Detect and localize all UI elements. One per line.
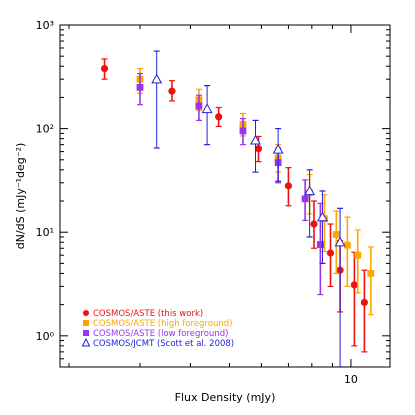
data-point [254,145,263,153]
x-tick-label: 10 [344,373,358,386]
y-tick-label: 10³ [36,19,54,32]
legend-marker [83,320,89,326]
data-point [343,241,351,249]
data-point [310,220,318,228]
data-point [316,241,324,248]
plot-layer [100,50,375,367]
legend: COSMOS/ASTE (this work)COSMOS/ASTE (high… [81,309,234,349]
data-point [168,87,176,95]
data-point [301,195,309,203]
y-tick-label: 10² [36,123,54,136]
data-point [350,281,358,289]
plot-frame [59,24,391,368]
legend-marker [83,310,89,316]
legend-label: COSMOS/ASTE (high foreground) [93,319,232,329]
data-point [326,249,335,257]
data-point [195,102,203,110]
legend-item: COSMOS/ASTE (this work) [83,309,203,319]
data-point [136,83,144,91]
data-point [367,270,375,277]
x-axis-title: Flux Density (mJy) [175,391,276,404]
legend-label: COSMOS/ASTE (low foreground) [93,329,228,339]
data-point [360,298,368,307]
legend-label: COSMOS/ASTE (this work) [93,309,203,319]
data-point [332,231,340,238]
data-point [239,127,247,135]
legend-marker [81,337,91,347]
axes-layer: 10⁰ 10¹ 10² 10³ 10 [36,19,391,386]
data-point [284,182,293,190]
legend-label: COSMOS/JCMT (Scott et al. 2008) [93,339,234,349]
series-3 [151,50,346,367]
data-point [272,143,284,154]
data-point [354,251,362,259]
y-tick-label: 10¹ [36,226,54,239]
legend-item: COSMOS/JCMT (Scott et al. 2008) [81,337,234,349]
data-point [304,185,316,196]
data-point [151,73,163,84]
legend-item: COSMOS/ASTE (high foreground) [83,319,232,329]
y-axis-title: dN/dS (mJy⁻¹deg⁻²) [14,143,27,250]
data-point [100,64,109,73]
y-tick-label: 10⁰ [36,330,55,343]
data-point [334,236,346,247]
data-point [201,103,213,114]
data-point [316,211,328,222]
data-point [250,134,261,145]
legend-item: COSMOS/ASTE (low foreground) [83,329,228,339]
legend-marker [83,330,89,336]
data-point [215,113,223,121]
